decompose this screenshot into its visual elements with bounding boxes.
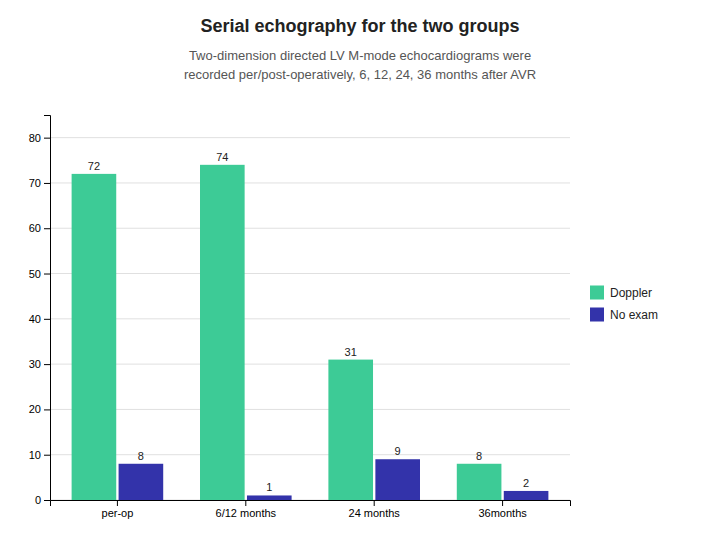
- y-tick: 80: [29, 132, 50, 144]
- x-tick-mark: [245, 500, 246, 506]
- y-tick-label: 20: [29, 403, 41, 415]
- bar: [504, 491, 549, 500]
- subtitle: Two-dimension directed LV M-mode echocar…: [189, 48, 531, 63]
- y-tick-label: 0: [35, 494, 41, 506]
- y-tick-mark: [44, 228, 50, 229]
- grid-line: [50, 228, 570, 229]
- y-tick-label: 80: [29, 132, 41, 144]
- x-tick-label: 36months: [478, 507, 527, 519]
- y-tick-mark: [44, 183, 50, 184]
- title: Serial echography for the two groups: [200, 16, 519, 36]
- grid-line: [50, 454, 570, 455]
- y-tick: 20: [29, 403, 50, 415]
- y-tick-label: 60: [29, 222, 41, 234]
- grid-line: [50, 273, 570, 274]
- data-label: 2: [523, 477, 529, 489]
- y-tick: 50: [29, 268, 50, 280]
- y-tick-label: 50: [29, 268, 41, 280]
- subtitle: recorded per/post-operatively, 6, 12, 24…: [184, 67, 536, 82]
- y-tick-label: 70: [29, 177, 41, 189]
- grid-line: [50, 182, 570, 183]
- x-tick: 36months: [478, 500, 527, 519]
- y-tick-mark: [44, 455, 50, 456]
- x-axis-line: [51, 501, 571, 507]
- chart-container: Serial echography for the two groups Two-…: [0, 0, 720, 540]
- bar: [375, 459, 420, 500]
- x-tick-mark: [374, 500, 375, 506]
- x-axis: per-op 6/12 months 24 months 36months: [51, 500, 571, 519]
- x-tick: per-op: [102, 500, 134, 519]
- data-label: 1: [266, 481, 272, 493]
- legend-label: Doppler: [610, 286, 652, 300]
- data-label: 9: [395, 445, 401, 457]
- y-tick-mark: [44, 274, 50, 275]
- y-tick-mark: [44, 364, 50, 365]
- x-tick-label: 24 months: [349, 507, 401, 519]
- y-tick: 70: [29, 177, 50, 189]
- y-tick-mark: [44, 319, 50, 320]
- bar: [200, 165, 245, 500]
- bar-series: [72, 165, 502, 500]
- bars: [72, 165, 549, 500]
- y-tick-label: 40: [29, 313, 41, 325]
- y-tick-mark: [44, 409, 50, 410]
- y-tick: 40: [29, 313, 50, 325]
- x-tick: 24 months: [349, 500, 401, 519]
- y-tick-label: 10: [29, 449, 41, 461]
- data-label: 72: [88, 160, 100, 172]
- y-axis-line: [44, 116, 51, 501]
- y-tick: 0: [35, 494, 50, 506]
- legend-item: No exam: [590, 308, 658, 322]
- y-tick: 10: [29, 449, 50, 461]
- y-tick: 60: [29, 222, 50, 234]
- legend-label: No exam: [610, 308, 658, 322]
- y-axis: 0 10 20 30 40 50 60 70 80: [29, 116, 51, 507]
- legend-swatch: [590, 286, 604, 300]
- x-tick: 6/12 months: [216, 500, 277, 519]
- plot: 7274318819201020304050607080per-op6/12 m…: [29, 116, 571, 519]
- y-tick-mark: [44, 138, 50, 139]
- y-tick-mark: [44, 500, 50, 501]
- x-tick-mark: [117, 500, 118, 506]
- grid: [50, 138, 570, 500]
- data-label: 8: [476, 450, 482, 462]
- x-tick-label: 6/12 months: [216, 507, 277, 519]
- bar: [72, 174, 117, 500]
- bar: [457, 464, 502, 500]
- data-label: 31: [345, 346, 357, 358]
- y-tick: 30: [29, 358, 50, 370]
- bar-series: [119, 459, 549, 500]
- data-label: 74: [216, 151, 228, 163]
- bar: [119, 464, 164, 500]
- x-tick-mark: [502, 500, 503, 506]
- chart-svg: Serial echography for the two groups Two-…: [0, 0, 720, 540]
- bar: [328, 360, 373, 500]
- x-tick-label: per-op: [102, 507, 134, 519]
- legend: Doppler No exam: [590, 286, 658, 322]
- grid-line: [50, 364, 570, 365]
- bar: [247, 495, 292, 500]
- data-label: 8: [138, 450, 144, 462]
- data-labels: 72 74 31 8 8 1 9 2: [88, 151, 529, 494]
- y-tick-label: 30: [29, 358, 41, 370]
- legend-item: Doppler: [590, 286, 652, 300]
- grid-line: [50, 318, 570, 319]
- legend-swatch: [590, 308, 604, 322]
- grid-line: [50, 137, 570, 138]
- grid-line: [50, 409, 570, 410]
